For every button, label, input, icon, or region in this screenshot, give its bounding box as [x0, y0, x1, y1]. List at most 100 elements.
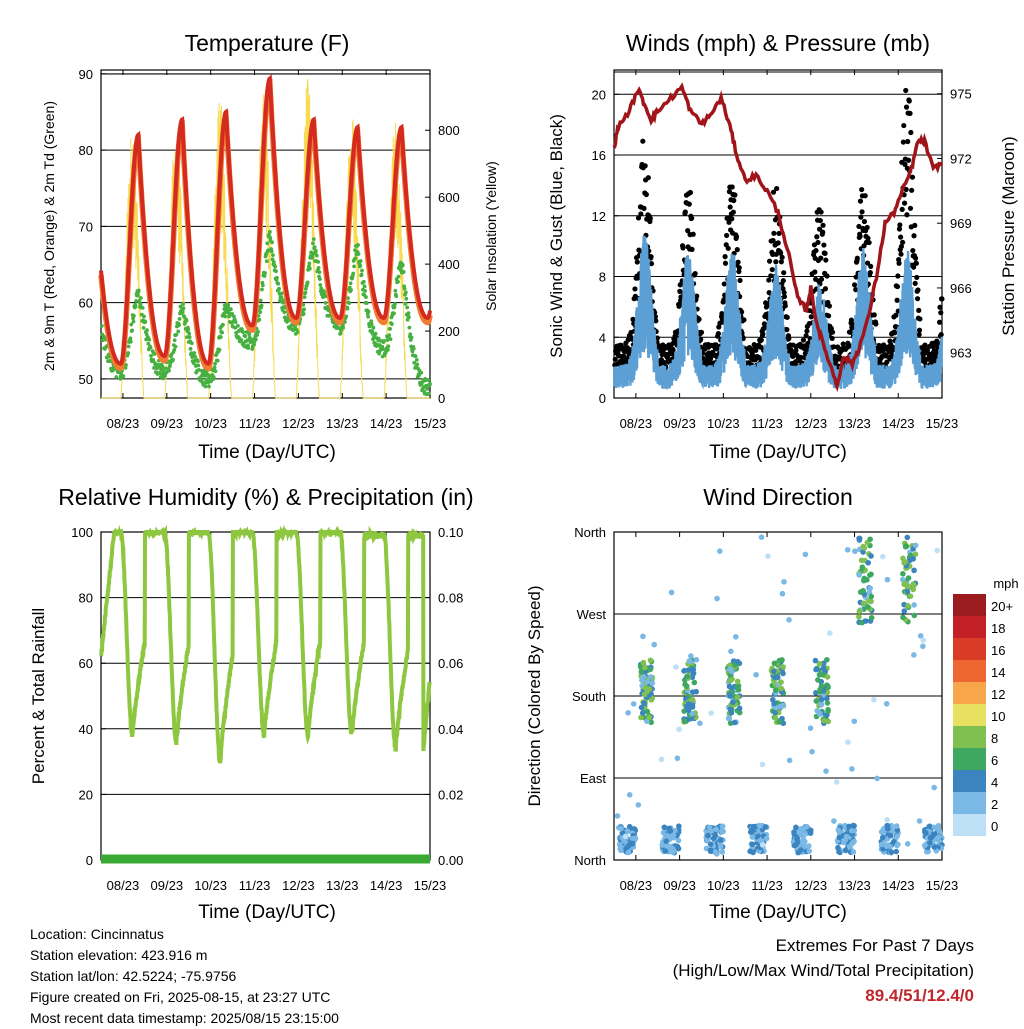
humidity-x-tick-label: 13/23 [326, 878, 359, 893]
extremes-box: Extremes For Past 7 Days (High/Low/Max W… [673, 933, 974, 1008]
dewpoint-point [192, 351, 197, 355]
direction-point [639, 710, 646, 716]
direction-point [734, 694, 741, 701]
dewpoint-point [264, 259, 269, 264]
gust-point [632, 286, 638, 292]
direction-point [727, 677, 733, 684]
direction-point [729, 668, 735, 675]
dewpoint-point [151, 358, 156, 362]
direction-point [772, 714, 779, 721]
solar-y2-tick-label: 0 [438, 391, 445, 406]
dewpoint-point [317, 270, 322, 274]
dewpoint-point [358, 259, 363, 263]
dewpoint-point [259, 303, 264, 308]
gust-point [698, 336, 704, 342]
direction-point [868, 598, 874, 605]
colorbar-label: 8 [991, 731, 998, 746]
humidity-frame [100, 531, 431, 861]
gust-point [916, 331, 922, 338]
dewpoint-point [233, 320, 238, 325]
direction-point [890, 838, 897, 845]
gust-point [889, 352, 895, 358]
colorbar-swatch [953, 770, 986, 792]
dewpoint-point [401, 269, 406, 274]
gust-point [640, 138, 646, 144]
direction-point [776, 704, 783, 710]
gust-point [612, 356, 618, 362]
direction-point [771, 700, 777, 707]
direction-point [884, 816, 890, 823]
gust-point [917, 316, 923, 322]
dewpoint-point [381, 347, 385, 352]
temperature-chart-title: Temperature (F) [185, 30, 350, 56]
dewpoint-point [307, 261, 312, 266]
dewpoint-point [268, 236, 273, 240]
direction-x-tick-label: 10/23 [707, 878, 740, 893]
dewpoint-point [180, 309, 185, 314]
direction-point [772, 687, 779, 694]
direction-point [727, 706, 734, 712]
direction-point [818, 701, 825, 708]
direction-point [818, 696, 825, 703]
direction-point [902, 580, 908, 587]
direction-point [846, 843, 853, 850]
gust-point [643, 191, 649, 198]
gust-point [907, 110, 913, 117]
direction-point [791, 829, 797, 835]
direction-point [859, 564, 866, 571]
direction-point [646, 686, 653, 692]
gust-point [804, 328, 810, 334]
direction-point [719, 823, 726, 830]
direction-point [883, 700, 890, 707]
temperature-y-tick-label: 60 [79, 296, 93, 311]
winds-x-tick-label: 09/23 [663, 416, 696, 431]
direction-y-axis-label: Direction (Colored By Speed) [525, 585, 544, 806]
direction-point [825, 708, 831, 715]
direction-y-tick-label: East [580, 771, 606, 786]
colorbar-label: 20+ [991, 599, 1013, 614]
gust-point [648, 261, 655, 267]
direction-point [786, 617, 792, 623]
gust-point [864, 224, 870, 231]
gust-point [893, 312, 899, 318]
gust-point [938, 310, 944, 316]
direction-point [776, 719, 783, 725]
direction-point [820, 665, 827, 671]
winds-x-tick-label: 12/23 [795, 416, 828, 431]
gust-point [914, 296, 921, 302]
gust-point [729, 216, 735, 222]
dewpoint-point [143, 320, 148, 324]
dewpoint-point [196, 359, 200, 364]
dewpoint-point [310, 241, 315, 246]
temperature-y-tick-label: 70 [79, 219, 93, 234]
gust-point [916, 327, 923, 333]
direction-point [812, 657, 819, 664]
direction-point [917, 633, 924, 639]
direction-point [625, 710, 631, 716]
direction-point [850, 849, 857, 855]
dewpoint-point [186, 327, 191, 332]
dewpoint-point [369, 322, 374, 327]
temperature-y-tick-label: 50 [79, 372, 93, 387]
dewpoint-point [360, 268, 364, 273]
gust-point [856, 223, 862, 230]
direction-point [735, 683, 742, 689]
dewpoint-point [226, 303, 231, 307]
gust-point [896, 260, 902, 266]
direction-point [771, 668, 777, 675]
direction-point [676, 726, 682, 733]
dewpoint-point [252, 342, 256, 347]
winds-chart-title: Winds (mph) & Pressure (mb) [626, 30, 930, 56]
dewpoint-point [136, 288, 141, 293]
colorbar-label: 12 [991, 687, 1005, 702]
direction-point [911, 582, 917, 589]
direction-point [667, 828, 674, 834]
direction-point [845, 739, 851, 745]
direction-point [772, 709, 778, 716]
gust-point [897, 222, 903, 228]
direction-point [798, 832, 805, 839]
gust-point [653, 318, 659, 324]
dewpoint-point [138, 302, 143, 307]
dewpoint-point [128, 339, 133, 344]
